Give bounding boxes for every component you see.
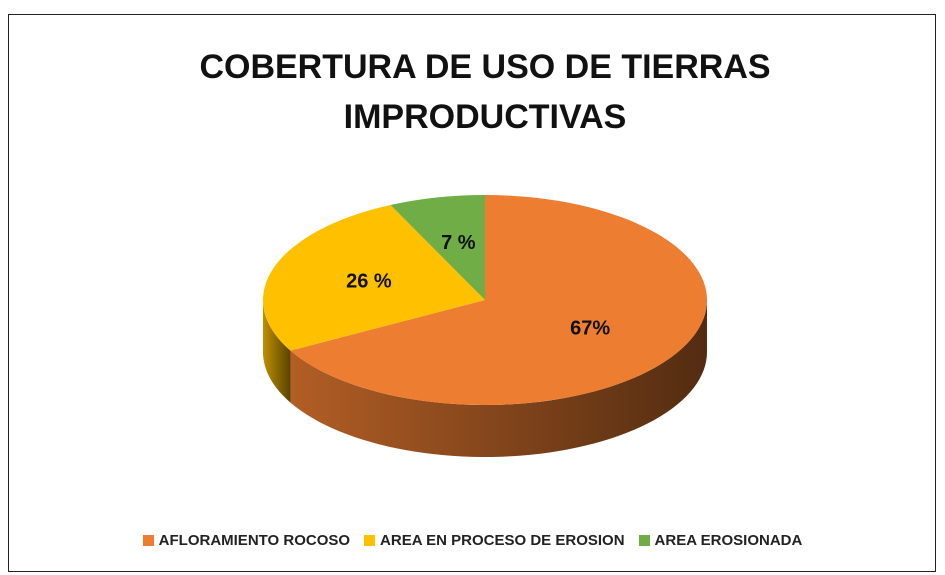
data-label: 26 % bbox=[346, 270, 392, 292]
legend-swatch bbox=[142, 535, 154, 546]
legend-swatch bbox=[638, 535, 650, 546]
legend-swatch bbox=[364, 535, 376, 546]
slice bbox=[390, 195, 485, 300]
slice bbox=[290, 195, 707, 405]
legend-item: AREA EROSIONADA bbox=[638, 532, 803, 549]
slice-side bbox=[290, 300, 707, 457]
legend-label: AFLORAMIENTO ROCOSO bbox=[158, 532, 351, 549]
chart-frame bbox=[8, 14, 936, 572]
legend-label: AREA EROSIONADA bbox=[654, 532, 803, 549]
data-label: 67% bbox=[570, 318, 610, 340]
legend-item: AFLORAMIENTO ROCOSO bbox=[142, 532, 351, 549]
chart-title: COBERTURA DE USO DE TIERRAS IMPRODUCTIVA… bbox=[199, 48, 771, 136]
data-label: 7 % bbox=[441, 232, 476, 254]
slice-side bbox=[263, 300, 291, 403]
legend-item: AREA EN PROCESO DE EROSION bbox=[364, 532, 625, 549]
slice bbox=[263, 204, 485, 351]
legend: AFLORAMIENTO ROCOSO AREA EN PROCESO DE ER… bbox=[0, 532, 945, 549]
legend-label: AREA EN PROCESO DE EROSION bbox=[380, 532, 625, 549]
